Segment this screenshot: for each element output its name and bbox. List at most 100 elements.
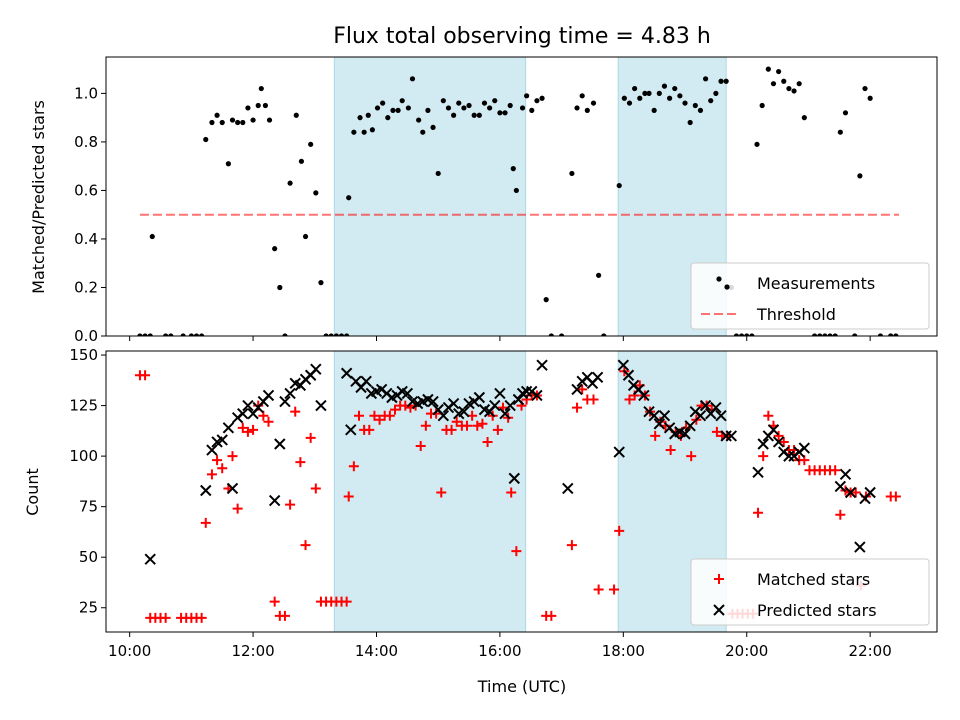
predicted-star-point [216, 434, 228, 446]
matched-star-point [389, 404, 400, 415]
predicted-star-point [653, 418, 666, 430]
matched-star-point [364, 424, 375, 435]
predicted-star-point [284, 387, 296, 400]
measurement-point [188, 333, 194, 336]
measurement-point [277, 284, 283, 291]
measurement-point [203, 136, 209, 143]
measurement-point [548, 333, 554, 336]
predicted-star-point [144, 553, 156, 565]
predicted-star-point [206, 444, 218, 456]
measurement-point [601, 333, 607, 336]
measurement-point [534, 98, 540, 104]
measurement-point [822, 333, 828, 336]
matched-star-point [300, 540, 311, 551]
measurement-point [666, 95, 673, 101]
measurement-point [596, 272, 602, 278]
matched-star-point [263, 416, 274, 427]
matched-star-point [196, 612, 207, 623]
measurement-point [262, 102, 269, 109]
predicted-star-point [340, 367, 353, 379]
measurement-point [857, 173, 863, 179]
measurement-point [409, 76, 416, 82]
predicted-star-point [531, 389, 543, 402]
measurement-point [199, 333, 205, 336]
measurement-point [308, 141, 314, 147]
measurement-point [225, 161, 231, 167]
bottom-y-tick-label: 125 [69, 397, 98, 415]
measurement-point [266, 117, 273, 123]
matched-star-point [753, 507, 764, 518]
measurement-point [481, 100, 488, 106]
bottom-y-tick-label: 50 [79, 548, 98, 566]
matched-star-point [295, 457, 306, 468]
bottom-axes: 25 50 75 100 125 150 10:00 12:00 14:00 16:00 18:00… [69, 346, 938, 660]
measurement-point [893, 333, 899, 336]
predicted-star-point [684, 420, 696, 432]
matched-star-point [354, 410, 365, 421]
matched-star-point [451, 416, 462, 427]
measurement-point [374, 105, 381, 111]
measurement-point [461, 105, 467, 111]
measurement-point [258, 85, 264, 92]
measurement-point [466, 102, 472, 109]
measurement-point [142, 333, 148, 336]
bottom-legend-box [690, 558, 930, 626]
legend-marker-matched [714, 574, 724, 584]
measurement-point [313, 190, 319, 196]
top-y-tick-label: 1.0 [74, 84, 98, 102]
measurement-point [328, 333, 334, 336]
measurement-point [765, 66, 771, 72]
measurement-point [445, 105, 452, 111]
measurement-point [524, 93, 530, 99]
matched-star-point [650, 430, 661, 441]
measurement-point [584, 107, 590, 113]
measurement-point [646, 90, 652, 96]
measurement-point [298, 158, 305, 164]
matched-star-point [415, 441, 426, 452]
measurement-point [697, 107, 704, 113]
predicted-star-point [622, 369, 635, 381]
measurement-point [420, 129, 426, 135]
measurement-point [235, 119, 241, 126]
matched-star-point [835, 509, 846, 520]
measurement-point [425, 107, 431, 113]
measurement-point [282, 333, 288, 336]
measurement-point [786, 85, 792, 92]
measurement-point [569, 170, 575, 177]
measurement-point [318, 280, 324, 286]
measurement-point [513, 187, 519, 194]
matched-star-point [290, 406, 301, 417]
predicted-star-point [864, 486, 876, 499]
measurement-point [147, 333, 153, 336]
measurement-point [832, 333, 838, 336]
top-y-tick-label: 0.4 [74, 230, 98, 248]
predicted-star-point [834, 480, 847, 493]
matched-star-point [206, 469, 217, 480]
measurement-point [193, 333, 200, 336]
measurement-point [405, 105, 411, 111]
matched-star-point [850, 487, 861, 498]
top-legend-box [690, 262, 930, 330]
matched-star-point [566, 540, 577, 551]
predicted-star-point [458, 405, 470, 418]
predicted-star-point [499, 407, 511, 420]
matched-star-point [609, 584, 620, 595]
measurement-point [852, 333, 858, 336]
predicted-star-point [427, 395, 439, 408]
measurement-point [149, 233, 155, 240]
predicted-star-point [489, 399, 501, 412]
predicted-star-point [508, 472, 521, 485]
predicted-star-point [562, 482, 574, 495]
top-y-tick-label: 0.0 [74, 327, 98, 345]
matched-star-point [446, 424, 457, 435]
predicted-star-point [783, 450, 795, 462]
measurement-point [390, 107, 396, 113]
chart-title: Flux total observing time = 4.83 h [333, 24, 711, 49]
bottom-y-tick-label: 100 [69, 447, 98, 465]
predicted-star-point [345, 424, 357, 436]
top-legend-label: Measurements [757, 274, 875, 293]
matched-star-point [758, 451, 769, 462]
bottom-x-tick-label: 12:00 [231, 642, 274, 660]
matched-star-point [369, 410, 380, 421]
matched-star-point [546, 610, 557, 621]
